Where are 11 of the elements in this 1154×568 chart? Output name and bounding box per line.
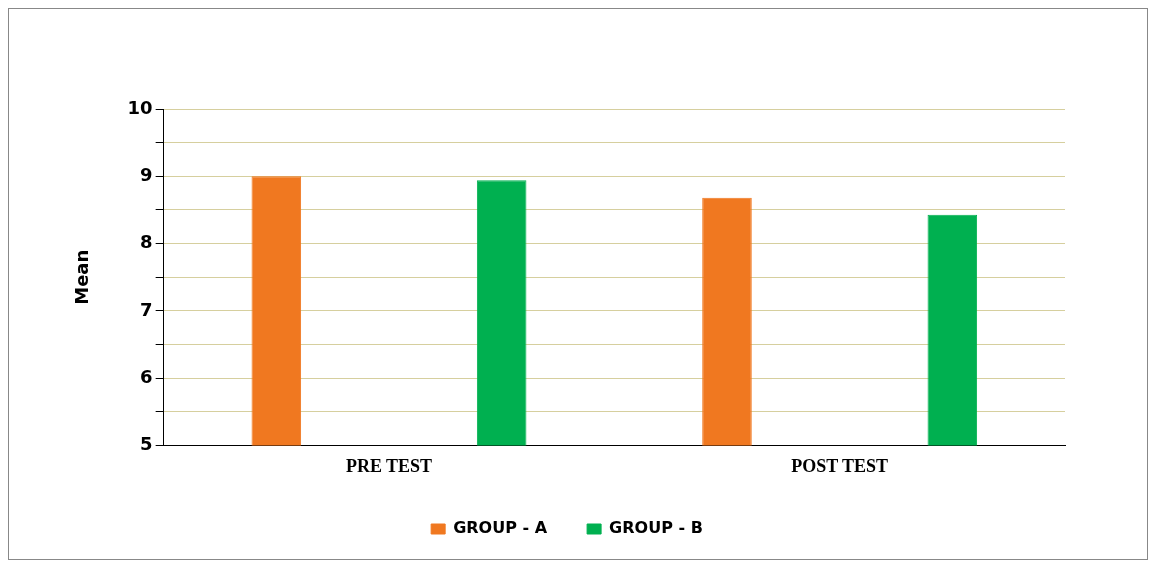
y-tick-label: 5 <box>140 433 153 455</box>
y-axis-title: Mean <box>71 249 93 305</box>
y-tick-label: 7 <box>140 298 153 320</box>
x-tick-label: PRE TEST <box>345 455 433 476</box>
x-tick-label: POST TEST <box>791 455 889 476</box>
legend-label: GROUP - B <box>609 518 703 538</box>
y-tick-label: 8 <box>140 231 153 253</box>
y-tick-label: 6 <box>140 365 153 387</box>
legend-label: GROUP - A <box>453 518 548 538</box>
y-tick-label: 9 <box>140 163 153 185</box>
y-tick-label: 10 <box>127 96 153 118</box>
